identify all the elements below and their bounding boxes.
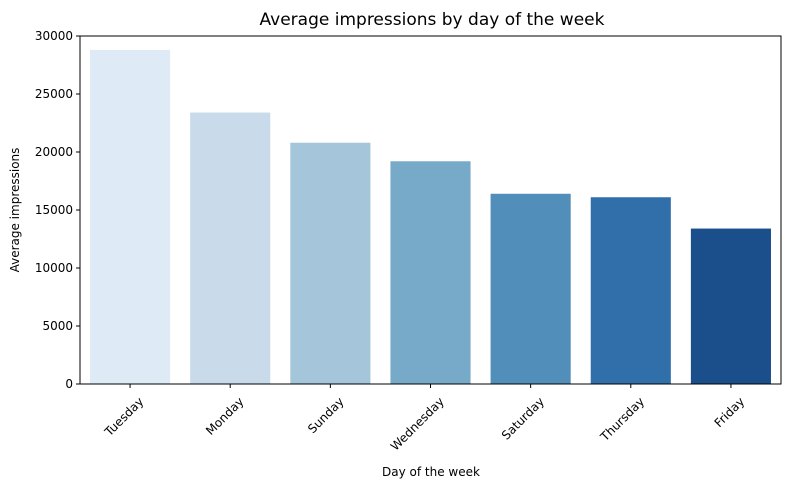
x-tick-label: Saturday <box>499 394 547 442</box>
x-tick-label: Sunday <box>305 394 347 436</box>
y-tick-label: 20000 <box>35 145 73 159</box>
y-axis: 0 5000 10000 15000 20000 25000 30000 <box>35 29 80 391</box>
x-tick-label: Thursday <box>597 394 647 444</box>
y-tick-label: 5000 <box>42 319 73 333</box>
x-axis-label: Day of the week <box>382 465 480 479</box>
bar <box>390 161 471 384</box>
y-tick-label: 10000 <box>35 261 73 275</box>
bar <box>290 142 371 384</box>
y-tick-label: 0 <box>65 377 73 391</box>
plot-frame <box>79 35 782 385</box>
x-tick-label: Friday <box>712 394 748 430</box>
bar <box>190 112 271 384</box>
bar <box>690 228 771 384</box>
bars-group <box>90 49 771 385</box>
y-tick-label: 15000 <box>35 203 73 217</box>
bar <box>90 49 171 385</box>
x-axis: Tuesday Monday Sunday Wednesday Saturday Thur… <box>101 384 747 453</box>
bar <box>590 197 671 384</box>
chart-title: Average impressions by day of the week <box>260 10 605 30</box>
x-tick-label: Tuesday <box>101 394 146 439</box>
y-tick-label: 25000 <box>35 87 73 101</box>
x-tick-label: Monday <box>203 394 246 437</box>
y-tick-label: 30000 <box>35 29 73 43</box>
x-tick-label: Wednesday <box>388 394 447 453</box>
bar <box>490 193 571 384</box>
y-axis-label: Average impressions <box>8 148 22 273</box>
